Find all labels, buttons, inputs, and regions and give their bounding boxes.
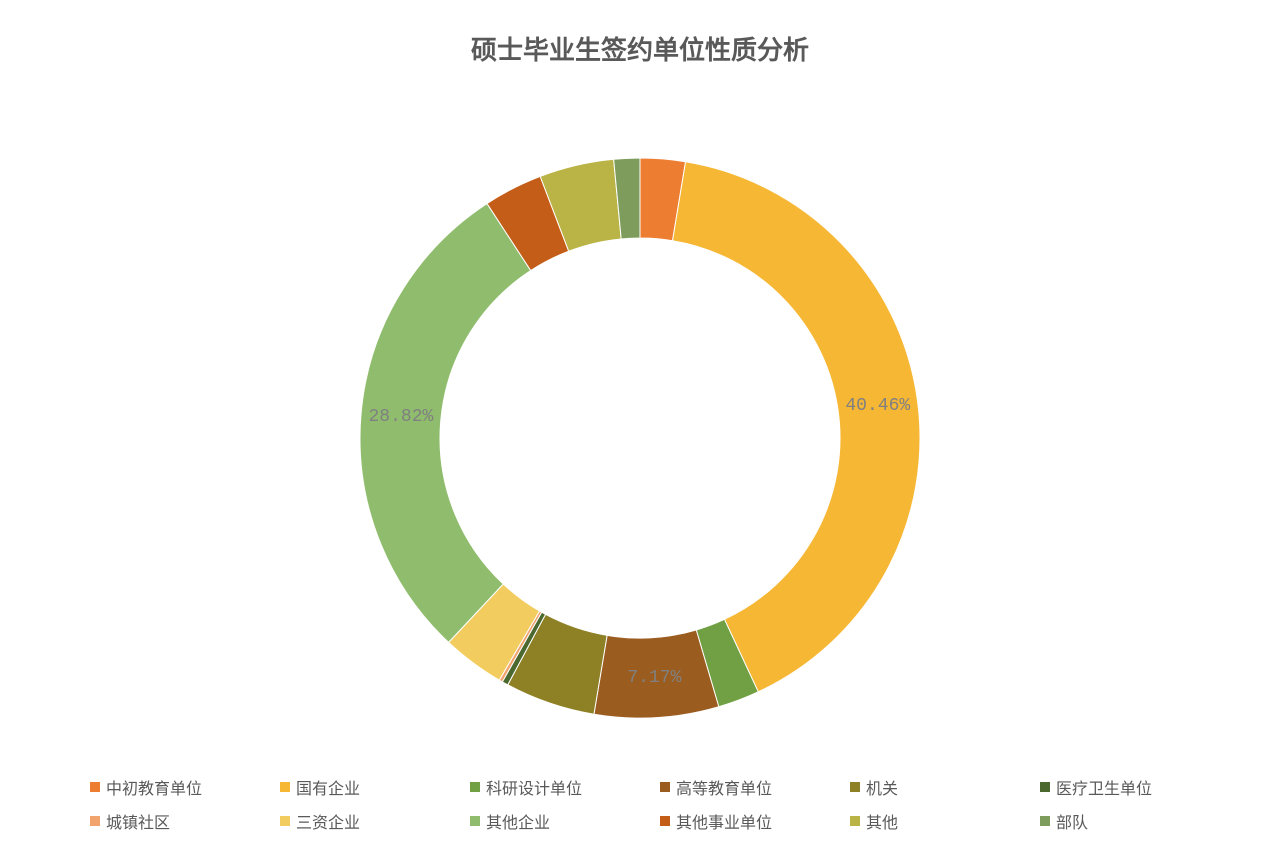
legend-swatch-5 — [1040, 782, 1050, 792]
legend-item-11: 部队 — [1040, 809, 1220, 833]
legend-swatch-10 — [850, 816, 860, 826]
legend-label-0: 中初教育单位 — [106, 775, 202, 799]
legend: 中初教育单位 国有企业 科研设计单位 高等教育单位 机关 医疗卫生单位城镇社区 三资企业 其他… — [90, 775, 1220, 833]
legend-label-4: 机关 — [866, 775, 898, 799]
legend-swatch-6 — [90, 816, 100, 826]
donut-svg — [358, 156, 922, 720]
chart-container: { "chart": { "type": "donut", "title": "… — [0, 0, 1280, 853]
legend-item-10: 其他 — [850, 809, 1030, 833]
legend-swatch-8 — [470, 816, 480, 826]
legend-label-1: 国有企业 — [296, 775, 360, 799]
legend-label-8: 其他企业 — [486, 809, 550, 833]
legend-item-1: 国有企业 — [280, 775, 460, 799]
legend-item-8: 其他企业 — [470, 809, 650, 833]
legend-item-5: 医疗卫生单位 — [1040, 775, 1220, 799]
legend-swatch-3 — [660, 782, 670, 792]
legend-label-9: 其他事业单位 — [676, 809, 772, 833]
chart-title: 硕士毕业生签约单位性质分析 — [0, 30, 1280, 67]
legend-swatch-1 — [280, 782, 290, 792]
legend-swatch-0 — [90, 782, 100, 792]
legend-label-7: 三资企业 — [296, 809, 360, 833]
legend-swatch-7 — [280, 816, 290, 826]
slice-label-8: 28.82% — [369, 407, 434, 427]
legend-swatch-4 — [850, 782, 860, 792]
legend-label-5: 医疗卫生单位 — [1056, 775, 1152, 799]
legend-item-4: 机关 — [850, 775, 1030, 799]
legend-label-6: 城镇社区 — [106, 809, 170, 833]
legend-swatch-9 — [660, 816, 670, 826]
legend-item-6: 城镇社区 — [90, 809, 270, 833]
legend-swatch-2 — [470, 782, 480, 792]
legend-item-0: 中初教育单位 — [90, 775, 270, 799]
legend-swatch-11 — [1040, 816, 1050, 826]
legend-item-3: 高等教育单位 — [660, 775, 840, 799]
legend-item-2: 科研设计单位 — [470, 775, 650, 799]
legend-item-7: 三资企业 — [280, 809, 460, 833]
slice-1 — [673, 162, 920, 692]
legend-label-2: 科研设计单位 — [486, 775, 582, 799]
legend-item-9: 其他事业单位 — [660, 809, 840, 833]
slice-label-3: 7.17% — [627, 668, 681, 688]
slice-label-1: 40.46% — [845, 396, 910, 416]
legend-label-10: 其他 — [866, 809, 898, 833]
legend-label-11: 部队 — [1056, 809, 1088, 833]
donut-chart: 40.46% 7.17% 28.82% — [358, 156, 922, 725]
legend-label-3: 高等教育单位 — [676, 775, 772, 799]
